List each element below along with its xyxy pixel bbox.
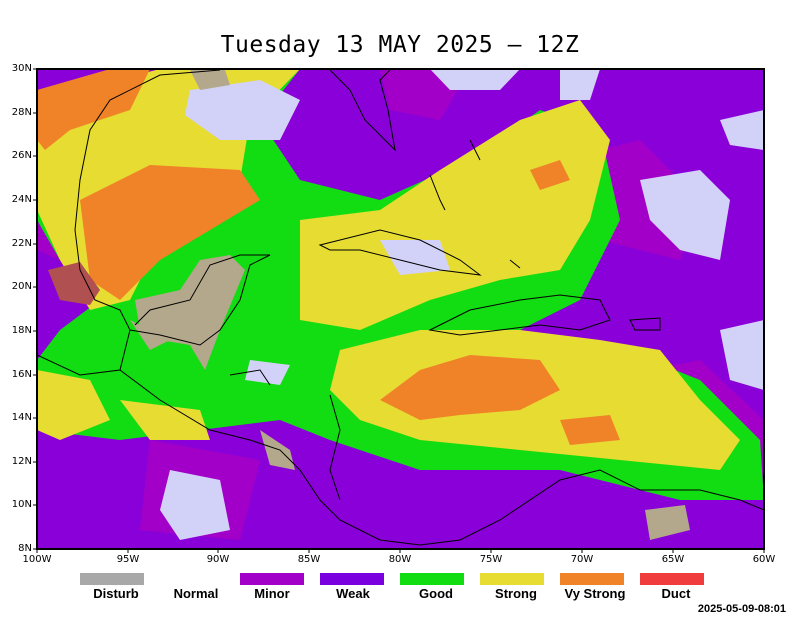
legend-swatch-good bbox=[400, 573, 464, 585]
legend-swatch-disturb bbox=[80, 573, 144, 585]
axis-ticks bbox=[33, 68, 765, 553]
legend-label-vy-strong: Vy Strong bbox=[564, 586, 626, 601]
lon-label: 65W bbox=[661, 554, 685, 565]
legend-label-duct: Duct bbox=[661, 586, 691, 601]
lat-label: 28N bbox=[11, 107, 32, 118]
map-title: Tuesday 13 MAY 2025 – 12Z bbox=[220, 32, 580, 58]
lat-label: 26N bbox=[11, 150, 32, 161]
region-normal bbox=[160, 69, 764, 540]
legend-swatch-minor bbox=[240, 573, 304, 585]
lon-label: 75W bbox=[479, 554, 503, 565]
legend-swatch-duct bbox=[640, 573, 704, 585]
lat-label: 14N bbox=[11, 412, 32, 423]
legend-swatch-strong bbox=[480, 573, 544, 585]
coastlines bbox=[37, 69, 764, 546]
legend-label-weak: Weak bbox=[336, 586, 370, 601]
legend-swatch-vy-strong bbox=[560, 573, 624, 585]
legend-swatch-weak bbox=[320, 573, 384, 585]
legend-label-normal: Normal bbox=[173, 586, 219, 601]
lat-label: 8N bbox=[18, 543, 32, 554]
lon-label: 60W bbox=[752, 554, 776, 565]
region-vy-strong bbox=[37, 69, 620, 445]
lon-label: 70W bbox=[570, 554, 594, 565]
region-duct bbox=[48, 262, 100, 305]
lat-label: 20N bbox=[11, 281, 32, 292]
lon-label: 85W bbox=[297, 554, 321, 565]
lat-label: 16N bbox=[11, 369, 32, 380]
lat-label: 12N bbox=[11, 456, 32, 467]
legend-label-good: Good bbox=[419, 586, 453, 601]
lon-label: 100W bbox=[22, 554, 52, 565]
timestamp: 2025-05-09-08:01 bbox=[697, 603, 786, 615]
lat-label: 18N bbox=[11, 325, 32, 336]
lat-label: 24N bbox=[11, 194, 32, 205]
legend-label-strong: Strong bbox=[495, 586, 537, 601]
legend-label-disturb: Disturb bbox=[93, 586, 139, 601]
legend-label-minor: Minor bbox=[254, 586, 290, 601]
lat-label: 30N bbox=[11, 63, 32, 74]
lon-label: 90W bbox=[206, 554, 230, 565]
lat-label: 10N bbox=[11, 499, 32, 510]
lon-label: 95W bbox=[116, 554, 140, 565]
lon-label: 80W bbox=[388, 554, 412, 565]
lat-label: 22N bbox=[11, 238, 32, 249]
